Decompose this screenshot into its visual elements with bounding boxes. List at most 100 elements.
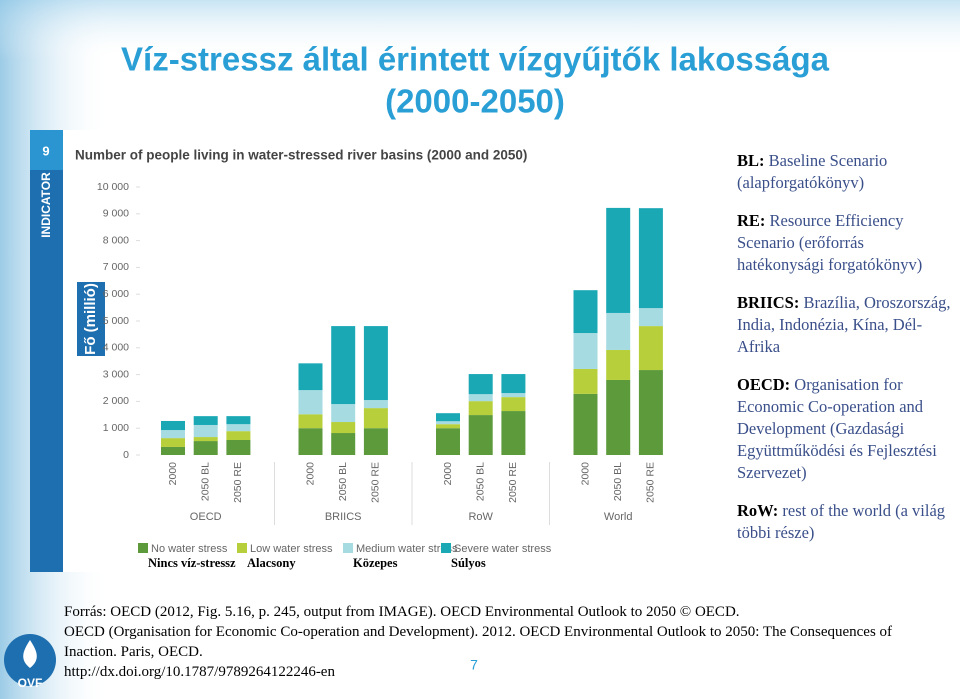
note-text: Resource Efficiency Scenario (erőforrás … [737,211,923,274]
bar-segment [161,420,185,431]
bar-segment [331,404,356,423]
legend-swatch [343,543,353,553]
slide-title-line: Víz-stressz által érintett vízgyűjtők la… [121,41,830,78]
bar-segment [573,333,598,369]
bar-segment [468,394,493,402]
bar-segment [436,421,460,425]
bar-segment [638,308,663,327]
bar-segment [501,393,526,398]
legend-swatch [138,543,148,553]
source-line: Inaction. Paris, OECD. [64,644,203,660]
x-tick-label: 2050 BL [337,462,349,501]
bar-segment [606,207,631,313]
note-term: RE: [737,211,766,230]
source-line: http://dx.doi.org/10.1787/9789264122246-… [64,664,335,680]
bar-segment [573,368,598,394]
y-tick-label: 2 000 [103,395,129,407]
legend-label: No water stress [151,543,228,555]
note: BL: Baseline Scenario (alapforgatókönyv) [737,150,955,194]
background-band [0,0,960,60]
notes: BL: Baseline Scenario (alapforgatókönyv)… [737,150,955,560]
group-label: World [604,511,633,523]
bar-segment [468,401,493,416]
y-tick-label: 6 000 [103,288,129,300]
bar-segment [226,416,251,425]
note: RE: Resource Efficiency Scenario (erőfor… [737,210,955,276]
y-tick-label: 0 [123,449,129,461]
group-label: RoW [468,511,493,523]
legend-label: Low water stress [250,543,333,555]
bar-segment [226,439,251,455]
x-tick-label: 2050 RE [645,462,657,503]
bar-segment [161,438,185,447]
y-tick-label: 10 000 [97,181,129,193]
logo: OVF [4,634,56,690]
bar-segment [468,415,493,455]
bar-segment [638,208,663,309]
bar-segment [298,390,323,415]
y-tick-label: 1 000 [103,422,129,434]
logo-text: OVF [18,676,43,690]
y-tick-label: 3 000 [103,368,129,380]
source-line: Forrás: OECD (2012, Fig. 5.16, p. 245, o… [64,604,740,620]
x-tick-label: 2050 RE [507,462,519,503]
note-term: OECD: [737,375,791,394]
bar-segment [161,446,185,455]
y-tick-label: 5 000 [103,315,129,327]
bar-segment [193,416,218,425]
y-tick-label: 9 000 [103,208,129,220]
bar-segment [193,441,218,455]
bar-segment [193,437,218,442]
bar-segment [331,433,356,455]
plot: 0 1 000 2 000 3 000 4 000 5 000 6 000 7 000 8 00… [97,181,663,570]
bar-segment [606,379,631,455]
bar-segment [501,374,526,394]
y-tick-label: 8 000 [103,234,129,246]
bar-segment [331,422,356,434]
legend-translation: Nincs víz-stressz [148,556,236,570]
page-number: 7 [470,657,478,673]
bar-segment [468,374,493,395]
bar-segment [573,290,598,334]
bar-segment [363,326,388,401]
legend-translation: Súlyos [451,556,486,570]
bar-segment [436,413,460,422]
legend-translation: Közepes [353,556,398,570]
bar-segment [501,397,526,412]
note-text: rest of the world (a világ többi része) [737,501,946,542]
y-label-box [77,282,105,356]
bar-segment [606,312,631,350]
group-label: BRIICS [325,511,362,523]
x-tick-label: 2000 [167,462,179,486]
x-tick-label: 2050 RE [370,462,382,503]
legend-label: Severe water stress [454,543,552,555]
bar-segment [638,326,663,371]
indicator-strip [30,130,63,572]
bar-segment [161,430,185,439]
legend-label: Medium water stress [356,543,458,555]
indicator-box [30,130,63,170]
x-tick-label: 2050 RE [232,462,244,503]
x-tick-label: 2050 BL [199,462,211,501]
note-term: BL: [737,151,765,170]
y-tick-label: 7 000 [103,261,129,273]
indicator-label: INDICATOR [39,172,53,238]
bar-segment [363,428,388,455]
bar-segment [363,408,388,429]
note: BRIICS: Brazília, Oroszország, India, In… [737,292,955,358]
bar-segment [436,428,460,455]
x-tick-label: 2050 BL [474,462,486,501]
note-text: Baseline Scenario (alapforgatókönyv) [737,151,888,192]
x-tick-label: 2050 BL [612,462,624,501]
note: OECD: Organisation for Economic Co-opera… [737,374,955,484]
bar-segment [363,400,388,409]
bar-segment [436,424,460,429]
bar-segment [501,411,526,455]
group-label: OECD [190,511,222,523]
note-term: RoW: [737,501,779,520]
source: Forrás: OECD (2012, Fig. 5.16, p. 245, o… [64,602,892,682]
bar-segment [226,424,251,432]
bar-segment [298,428,323,455]
